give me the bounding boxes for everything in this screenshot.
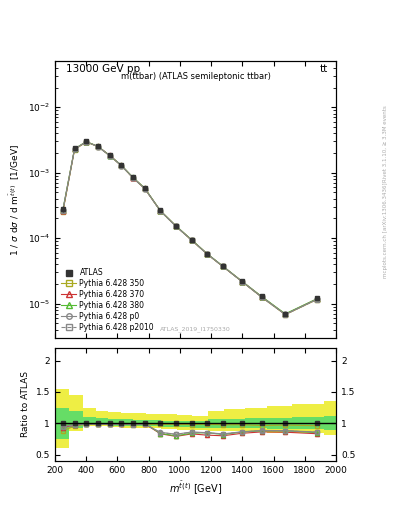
Y-axis label: 1 / $\sigma$ d$\sigma$ / d m$^{\bar{t}(t)}$  [1/GeV]: 1 / $\sigma$ d$\sigma$ / d m$^{\bar{t}(t… xyxy=(8,143,22,256)
Text: m(ttbar) (ATLAS semileptonic ttbar): m(ttbar) (ATLAS semileptonic ttbar) xyxy=(121,73,270,81)
Y-axis label: Ratio to ATLAS: Ratio to ATLAS xyxy=(21,372,30,437)
Text: tt: tt xyxy=(320,64,328,74)
X-axis label: $m^{\bar{t}(t)}$ [GeV]: $m^{\bar{t}(t)}$ [GeV] xyxy=(169,480,222,497)
Text: ATLAS_2019_I1750330: ATLAS_2019_I1750330 xyxy=(160,327,231,332)
Text: Rivet 3.1.10, ≥ 3.3M events: Rivet 3.1.10, ≥ 3.3M events xyxy=(383,105,388,182)
Text: 13000 GeV pp: 13000 GeV pp xyxy=(66,64,140,74)
Legend: ATLAS, Pythia 6.428 350, Pythia 6.428 370, Pythia 6.428 380, Pythia 6.428 p0, Py: ATLAS, Pythia 6.428 350, Pythia 6.428 37… xyxy=(59,266,156,334)
Text: mcplots.cern.ch [arXiv:1306.3436]: mcplots.cern.ch [arXiv:1306.3436] xyxy=(383,183,388,278)
